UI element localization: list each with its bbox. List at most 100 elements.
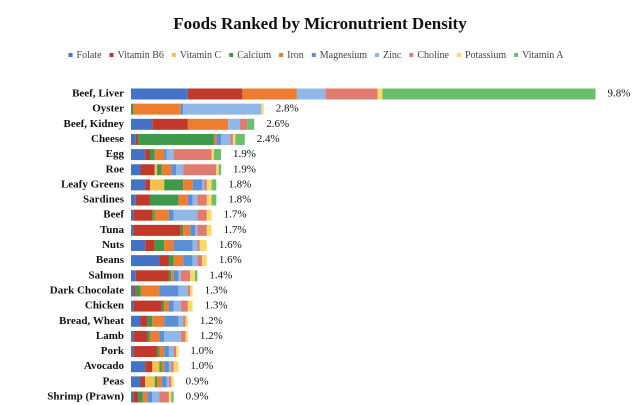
bar-segment	[218, 164, 222, 176]
legend-label: Magnesium	[320, 50, 367, 61]
bar-segment	[176, 346, 179, 358]
bar-segment	[131, 179, 146, 191]
bar-segment	[131, 285, 134, 297]
total-label: 1.8%	[228, 194, 251, 206]
bar-segment	[206, 209, 212, 221]
bar-segment	[164, 346, 169, 358]
chart-title: Foods Ranked by Micronutrient Density	[173, 14, 467, 33]
bar-segment	[131, 300, 134, 312]
bar-segment	[131, 376, 141, 388]
bar-segment	[133, 346, 158, 358]
y-tick-label: Cheese	[91, 133, 124, 145]
bar-segment	[168, 209, 174, 221]
bar-segment	[131, 149, 146, 161]
bar-segment	[154, 209, 169, 221]
bar-segment	[187, 300, 193, 312]
bar-segment	[164, 149, 167, 161]
bar-segment	[161, 376, 167, 388]
total-label: 1.7%	[224, 209, 247, 221]
bar-segment	[140, 285, 160, 297]
bar-segment	[152, 361, 160, 373]
bar-segment	[131, 209, 134, 221]
total-label: 1.3%	[205, 300, 228, 312]
bar-segment	[135, 285, 141, 297]
bar-segment	[154, 149, 165, 161]
bar-segment	[161, 361, 165, 373]
bar-segment	[131, 194, 136, 206]
bar-segment	[211, 194, 217, 206]
bar-segment	[149, 330, 160, 342]
bar-segment	[211, 149, 214, 161]
total-label: 2.4%	[257, 133, 280, 145]
bar-segment	[149, 194, 179, 206]
bar-segment	[173, 300, 181, 312]
bar-segment	[131, 315, 141, 327]
bar-segment	[183, 255, 193, 267]
bar-segment	[159, 255, 169, 267]
bar-segment	[164, 240, 174, 251]
y-tick-label: Avocado	[84, 360, 125, 372]
legend-label: Iron	[287, 50, 304, 61]
total-label: 2.8%	[276, 103, 299, 115]
bar-segment	[152, 391, 160, 403]
bar-segment	[131, 391, 134, 403]
bar-segment	[168, 361, 172, 373]
bar-segment	[157, 376, 162, 388]
legend-item: Choline	[409, 50, 450, 61]
bar-segment	[183, 315, 186, 327]
legend-label: Vitamin B6	[118, 50, 164, 61]
y-tick-label: Tuna	[100, 224, 125, 236]
legend-swatch	[375, 53, 379, 57]
bar-segment	[382, 88, 596, 100]
bar-segment	[166, 149, 174, 161]
bar-segment	[145, 361, 153, 373]
bar-segment	[131, 224, 134, 236]
y-tick-label: Bread, Wheat	[59, 315, 124, 327]
bar-segment	[180, 300, 188, 312]
bar-segment	[131, 330, 134, 342]
bar-segment	[145, 240, 155, 251]
total-label: 1.9%	[233, 163, 256, 175]
total-label: 1.6%	[219, 239, 242, 251]
y-tick-label: Chicken	[85, 300, 124, 312]
bar-segment	[173, 209, 198, 221]
bar-segment	[140, 164, 155, 176]
y-tick-label: Shrimp (Prawn)	[47, 391, 124, 403]
bar-segment	[178, 285, 188, 297]
y-tick-label: Lamb	[96, 330, 124, 342]
legend-label: Vitamin C	[180, 50, 222, 61]
legend-swatch	[514, 53, 519, 57]
bar-segment	[213, 133, 217, 145]
bar-segment	[168, 270, 172, 282]
y-tick-label: Pork	[101, 345, 125, 357]
legend-swatch	[171, 53, 176, 57]
bar-segment	[152, 315, 165, 327]
bar-segment	[178, 194, 188, 206]
total-label: 1.0%	[190, 345, 213, 357]
bar-segment	[187, 118, 229, 130]
legend-item: Folate	[68, 50, 102, 61]
bar-segment	[171, 376, 174, 388]
bar-segment	[247, 118, 255, 130]
bar-segment	[197, 255, 203, 267]
bar-segment	[173, 361, 179, 373]
bar-segment	[197, 224, 207, 236]
bar-segment	[145, 376, 155, 388]
bar-segment	[133, 103, 181, 115]
bar-segment	[154, 376, 158, 388]
bar-segment	[173, 240, 193, 251]
legend-item: Vitamin C	[171, 50, 222, 61]
bar-segment	[216, 164, 219, 176]
bar-segment	[377, 88, 383, 100]
bar-segment	[190, 224, 195, 236]
bar-segment	[140, 376, 146, 388]
bar-segment	[147, 391, 153, 403]
bar-segment	[240, 118, 248, 130]
total-label: 1.7%	[224, 224, 247, 236]
bar-segment	[159, 330, 165, 342]
bar-segment	[185, 315, 188, 327]
total-label: 9.8%	[608, 88, 631, 100]
bar-segment	[131, 255, 160, 267]
legend-swatch	[68, 53, 73, 57]
bar-segment	[173, 149, 212, 161]
